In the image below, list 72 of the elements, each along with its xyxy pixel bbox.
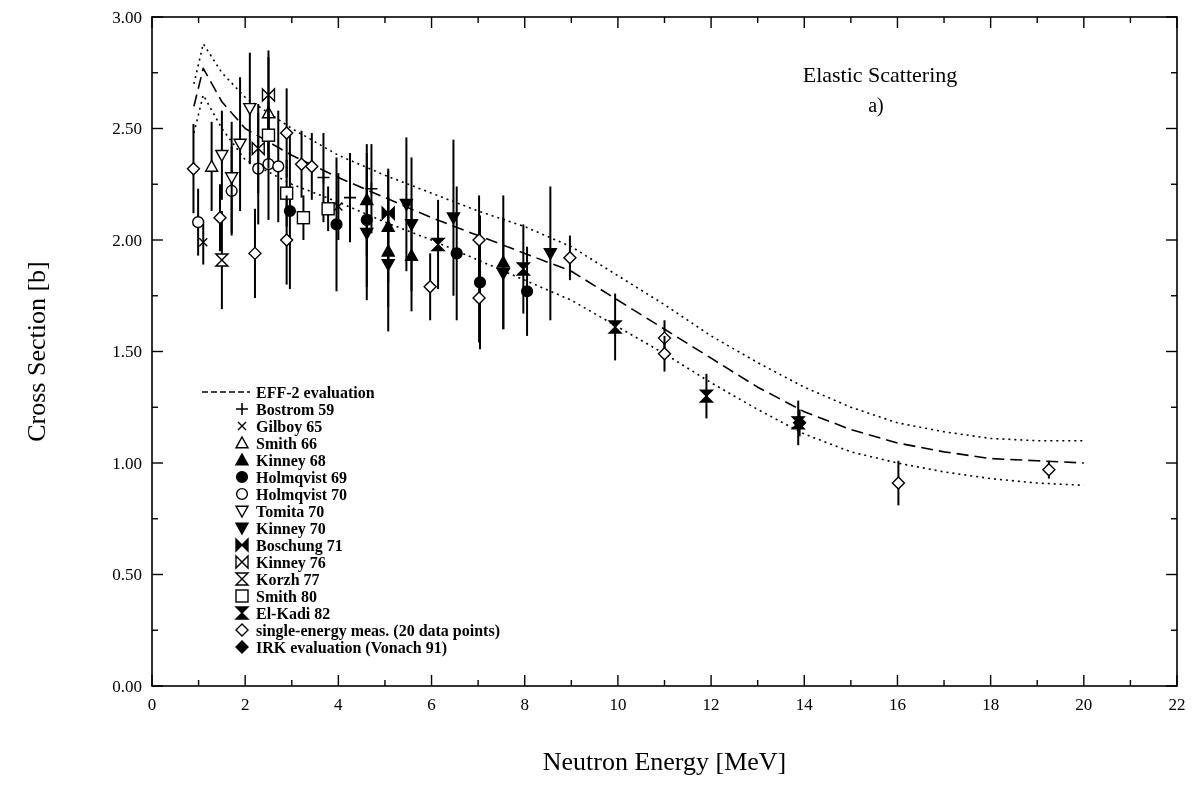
- legend-label: single-energy meas. (20 data points): [256, 621, 500, 640]
- point: [224, 172, 239, 185]
- y-tick-label: 2.50: [112, 119, 142, 139]
- x-tick-label: 10: [609, 695, 627, 714]
- point: [248, 246, 262, 261]
- legend-label: EFF-2 evaluation: [256, 383, 375, 401]
- point: [243, 102, 257, 116]
- x-tick-label: 22: [1168, 695, 1186, 714]
- point: [657, 347, 672, 361]
- point: [186, 161, 201, 176]
- point: [364, 181, 379, 196]
- point: [316, 170, 331, 185]
- point: [446, 212, 461, 225]
- x-tick-label: 6: [427, 695, 436, 714]
- x-axis-title: Neutron Energy [MeV]: [542, 747, 787, 776]
- x-tick-label: 14: [795, 695, 814, 714]
- point: [399, 198, 414, 212]
- y-axis-title: Cross Section [b]: [22, 261, 51, 442]
- point: [279, 186, 294, 200]
- point: [215, 253, 229, 267]
- point: [404, 218, 419, 232]
- x-tick-label: 18: [982, 695, 1000, 714]
- point: [1042, 462, 1056, 477]
- point: [321, 202, 335, 216]
- y-tick-label: 3.00: [112, 7, 142, 27]
- point: [204, 159, 219, 172]
- text: Elastic Scattering: [802, 62, 958, 87]
- point: [496, 267, 510, 281]
- point: [516, 262, 531, 276]
- point: [215, 149, 229, 162]
- legend-label: Smith 80: [256, 587, 317, 605]
- point: [305, 159, 319, 174]
- x-tick-label: 2: [240, 695, 250, 714]
- point: [423, 280, 437, 294]
- point: [431, 237, 445, 252]
- point: [563, 251, 577, 265]
- legend-label: Kinney 68: [256, 451, 326, 470]
- point: [272, 160, 285, 173]
- point: [381, 206, 395, 220]
- legend-label: El-Kadi 82: [256, 604, 331, 622]
- y-tick-label: 0.50: [112, 565, 142, 585]
- point: [543, 247, 558, 261]
- point: [699, 389, 714, 403]
- point: [608, 320, 622, 334]
- x-tick-label: 8: [520, 695, 529, 714]
- point: [333, 201, 344, 212]
- annotation: a): [868, 94, 884, 117]
- point: [279, 233, 294, 247]
- point: [192, 216, 205, 229]
- point: [381, 259, 395, 272]
- point: [261, 88, 276, 102]
- y-tick-label: 0.00: [112, 676, 142, 696]
- point: [360, 227, 374, 241]
- y-tick-label: 2.00: [112, 230, 142, 250]
- legend-label: Gilboy 65: [256, 417, 323, 436]
- x-tick-label: 16: [888, 695, 906, 714]
- point: [296, 211, 311, 225]
- y-tick-label: 1.50: [112, 342, 142, 362]
- point: [198, 237, 208, 247]
- point: [251, 141, 265, 156]
- legend-label: Kinney 70: [256, 519, 326, 538]
- x-tick-label: 12: [702, 695, 720, 714]
- point: [330, 218, 343, 231]
- y-tick-label: 1.00: [112, 453, 142, 473]
- legend-label: Bostrom 59: [256, 400, 335, 418]
- point: [261, 128, 276, 142]
- x-tick-label: 4: [334, 695, 344, 714]
- point: [279, 126, 294, 140]
- x-tick-label: 0: [147, 695, 157, 714]
- point: [891, 476, 906, 490]
- x-tick-label: 20: [1075, 695, 1093, 714]
- point: [233, 138, 247, 151]
